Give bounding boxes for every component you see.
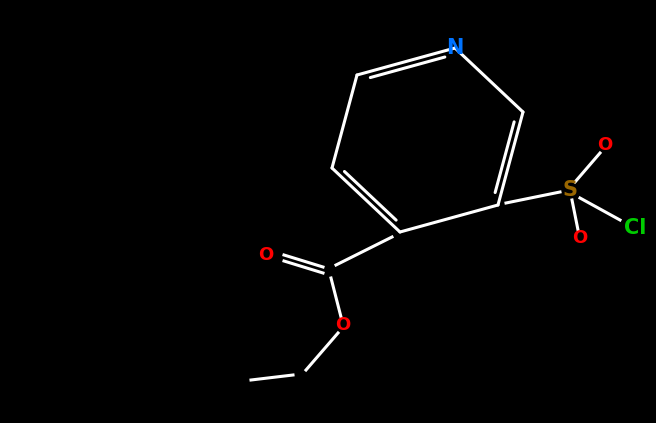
- Text: O: O: [258, 246, 274, 264]
- Text: N: N: [446, 38, 464, 58]
- Text: O: O: [598, 136, 613, 154]
- Text: Cl: Cl: [624, 218, 646, 238]
- Text: S: S: [562, 180, 577, 200]
- Text: O: O: [573, 229, 588, 247]
- Text: O: O: [335, 316, 350, 334]
